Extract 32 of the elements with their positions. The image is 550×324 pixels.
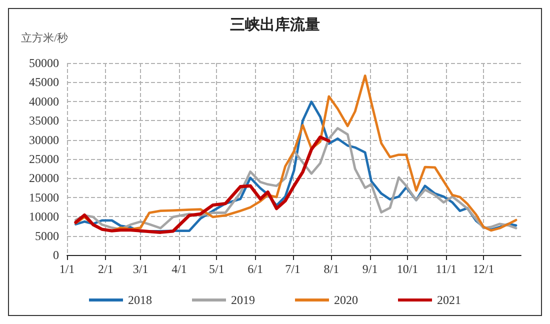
legend-label: 2020 bbox=[334, 293, 358, 307]
x-tick-label: 9/1 bbox=[362, 262, 378, 276]
x-tick-label: 11/1 bbox=[436, 262, 457, 276]
y-tick-label: 0 bbox=[53, 248, 59, 262]
y-tick-label: 20000 bbox=[29, 171, 59, 186]
y-tick-label: 35000 bbox=[29, 114, 59, 128]
x-tick-label: 10/1 bbox=[396, 262, 418, 276]
x-tick-label: 12/1 bbox=[472, 262, 494, 276]
y-tick-label: 40000 bbox=[29, 94, 59, 108]
y-axis-title: 立方米/秒 bbox=[21, 32, 68, 44]
legend-label: 2019 bbox=[231, 293, 255, 307]
x-tick-label: 4/1 bbox=[172, 262, 187, 276]
y-tick-label: 30000 bbox=[29, 132, 59, 147]
x-tick-label: 6/1 bbox=[248, 262, 264, 276]
line-series bbox=[74, 136, 331, 234]
line-series bbox=[74, 100, 518, 233]
chart-title: 三峡出库流量 bbox=[230, 16, 320, 34]
x-tick-label: 8/1 bbox=[324, 262, 340, 276]
y-tick-label: 15000 bbox=[29, 190, 59, 204]
y-tick-label: 10000 bbox=[29, 210, 59, 224]
y-tick-label: 5000 bbox=[35, 228, 59, 243]
y-tick-label: 25000 bbox=[29, 152, 59, 166]
legend-label: 2018 bbox=[128, 293, 152, 307]
legend-label: 2021 bbox=[437, 293, 461, 307]
x-tick-label: 5/1 bbox=[209, 262, 224, 276]
x-tick-label: 7/1 bbox=[285, 262, 300, 276]
x-tick-label: 3/1 bbox=[132, 262, 148, 276]
x-tick-label: 1/1 bbox=[59, 262, 75, 276]
y-tick-label: 50000 bbox=[29, 56, 59, 70]
x-tick-label: 2/1 bbox=[98, 262, 114, 276]
y-tick-label: 45000 bbox=[29, 75, 59, 90]
line-series bbox=[74, 74, 518, 232]
